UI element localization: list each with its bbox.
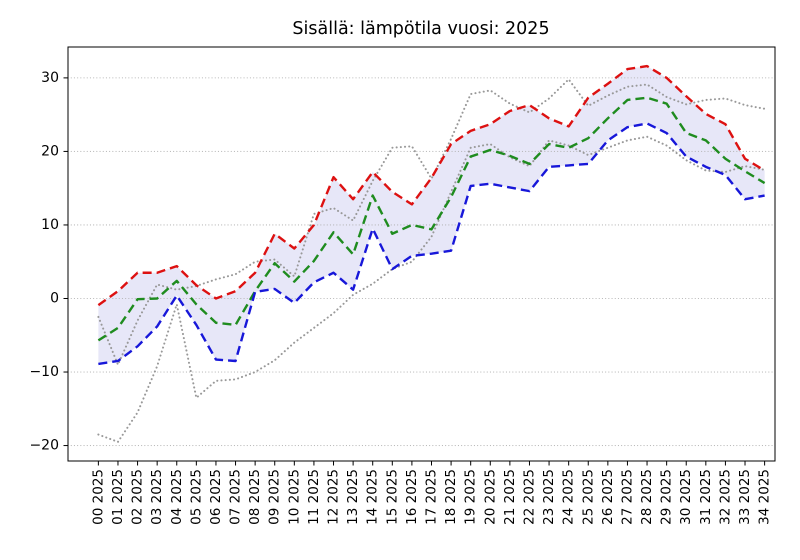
x-tick-label: 14 2025	[365, 469, 381, 525]
x-tick-label: 08 2025	[247, 469, 263, 525]
x-tick-label: 33 2025	[737, 469, 753, 525]
tick-label-layer: −20 −10 0 10 20 30 00 2025 01 2025 02 2025 03 202…	[29, 70, 772, 525]
x-tick-label: 11 2025	[306, 469, 322, 525]
x-tick-label: 17 2025	[423, 469, 439, 525]
series-red-dashed-upper	[97, 64, 766, 307]
gridline-layer	[67, 77, 776, 447]
x-tick-label: 27 2025	[619, 469, 635, 525]
x-tick-label: 24 2025	[561, 469, 577, 525]
y-tick-label: −10	[29, 364, 59, 380]
plot-border	[67, 46, 776, 462]
series-green-dashed-middle	[97, 96, 766, 342]
band-layer	[98, 66, 765, 364]
y-tick-label: 20	[41, 143, 59, 159]
x-tick-label: 03 2025	[149, 469, 165, 525]
x-tick-label: 31 2025	[698, 469, 714, 525]
x-tick-label: 22 2025	[521, 469, 537, 525]
x-tick-label: 21 2025	[502, 469, 518, 525]
y-tick-label: 10	[41, 217, 59, 233]
x-tick-label: 01 2025	[110, 469, 126, 525]
x-tick-label: 06 2025	[208, 469, 224, 525]
x-tick-label: 18 2025	[443, 469, 459, 525]
x-tick-label: 10 2025	[286, 469, 302, 525]
x-tick-label: 20 2025	[482, 469, 498, 525]
y-tick-label: 0	[50, 290, 59, 306]
x-tick-label: 12 2025	[326, 469, 342, 525]
y-tick-label: −20	[29, 438, 59, 454]
y-tick-label: 30	[41, 70, 59, 86]
series-blue-dashed-lower	[98, 122, 765, 366]
x-tick-label: 09 2025	[267, 469, 283, 525]
x-tick-label: 23 2025	[541, 469, 557, 525]
axes-layer	[63, 46, 776, 466]
x-tick-label: 00 2025	[90, 469, 106, 525]
series-layer	[97, 64, 766, 443]
x-tick-label: 02 2025	[130, 469, 146, 525]
x-tick-label: 34 2025	[757, 469, 773, 525]
x-tick-label: 29 2025	[659, 469, 675, 525]
x-tick-label: 15 2025	[384, 469, 400, 525]
chart-title: Sisällä: lämpötila vuosi: 2025	[292, 19, 549, 39]
x-tick-label: 28 2025	[639, 469, 655, 525]
x-tick-label: 05 2025	[188, 469, 204, 525]
x-tick-label: 30 2025	[678, 469, 694, 525]
x-tick-label: 26 2025	[600, 469, 616, 525]
x-tick-label: 19 2025	[463, 469, 479, 525]
x-tick-label: 25 2025	[580, 469, 596, 525]
x-tick-label: 16 2025	[404, 469, 420, 525]
x-tick-label: 04 2025	[169, 469, 185, 525]
x-tick-label: 07 2025	[228, 469, 244, 525]
min-max-band	[98, 66, 765, 364]
x-tick-label: 13 2025	[345, 469, 361, 525]
x-tick-label: 32 2025	[717, 469, 733, 525]
series-gray-dotted-b	[97, 135, 766, 443]
